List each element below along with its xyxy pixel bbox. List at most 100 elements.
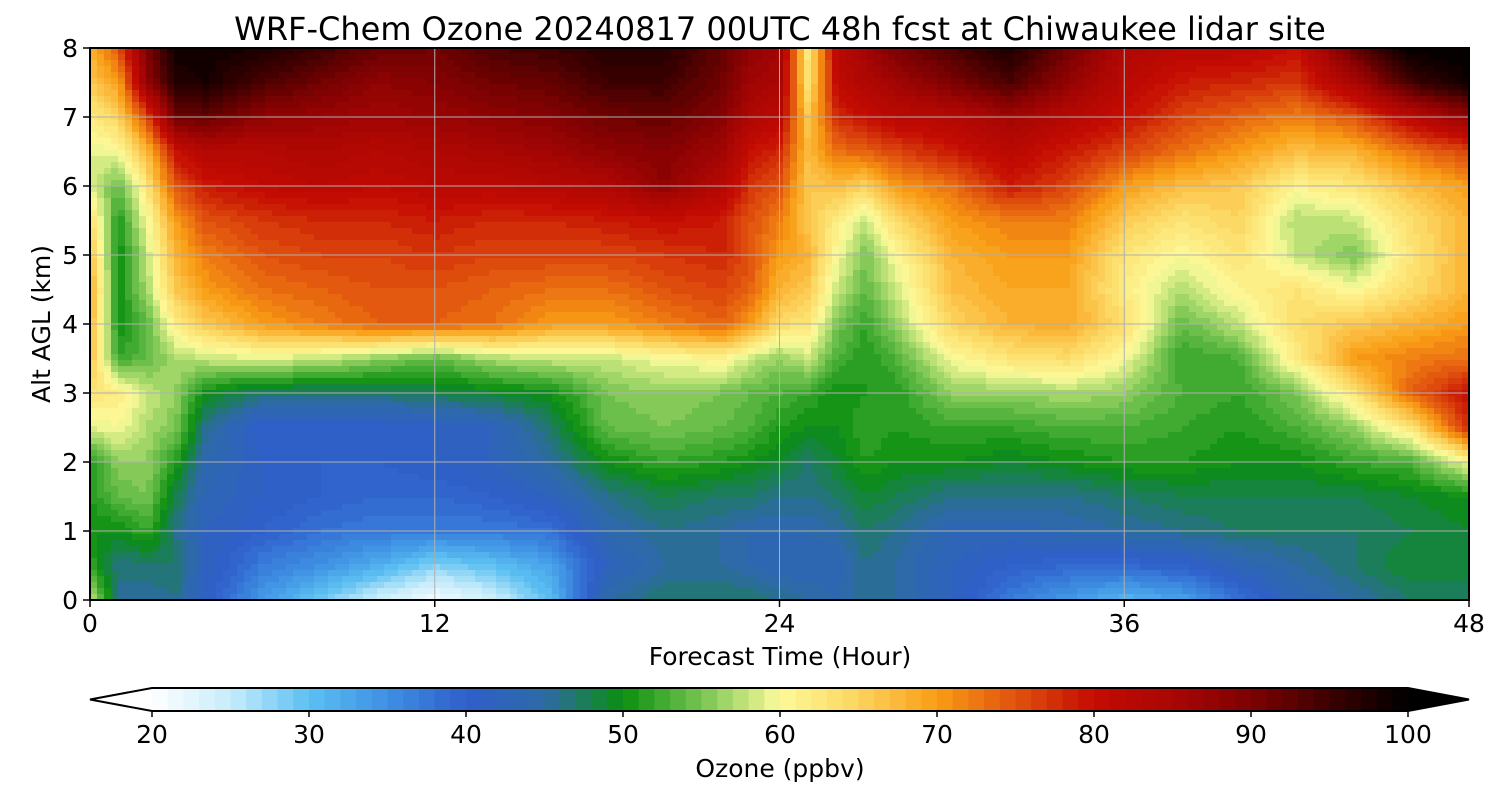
contour-cell <box>902 150 910 157</box>
contour-cell <box>769 48 777 55</box>
contour-cell <box>1231 90 1239 97</box>
contour-cell <box>1399 144 1407 151</box>
contour-cell <box>853 60 861 67</box>
contour-cell <box>1028 66 1036 73</box>
contour-cell <box>1441 186 1449 193</box>
contour-cell <box>230 84 238 91</box>
contour-cell <box>657 192 665 199</box>
contour-cell <box>181 66 189 73</box>
contour-cell <box>1301 156 1309 163</box>
contour-cell <box>538 156 546 163</box>
contour-cell <box>734 180 742 187</box>
contour-cell <box>118 132 126 139</box>
contour-cell <box>111 138 119 145</box>
contour-cell <box>552 174 560 181</box>
contour-cell <box>1378 156 1386 163</box>
contour-cell <box>1084 138 1092 145</box>
contour-cell <box>517 72 525 79</box>
contour-cell <box>531 72 539 79</box>
contour-cell <box>1119 108 1127 115</box>
contour-cell <box>664 90 672 97</box>
contour-cell <box>1252 72 1260 79</box>
contour-cell <box>951 66 959 73</box>
contour-cell <box>405 180 413 187</box>
contour-cell <box>608 72 616 79</box>
contour-cell <box>1028 186 1036 193</box>
contour-cell <box>1413 126 1421 133</box>
contour-cell <box>832 108 840 115</box>
contour-cell <box>230 168 238 175</box>
contour-cell <box>160 72 168 79</box>
contour-cell <box>1350 84 1358 91</box>
contour-cell <box>1266 102 1274 109</box>
contour-cell <box>209 162 217 169</box>
contour-cell <box>538 66 546 73</box>
contour-cell <box>216 90 224 97</box>
contour-cell <box>1098 54 1106 61</box>
contour-cell <box>1224 144 1232 151</box>
contour-cell <box>160 150 168 157</box>
contour-cell <box>1133 138 1141 145</box>
contour-cell <box>272 78 280 85</box>
contour-cell <box>377 120 385 127</box>
contour-cell <box>1014 96 1022 103</box>
contour-cell <box>657 126 665 133</box>
contour-cell <box>1329 138 1337 145</box>
contour-cell <box>643 156 651 163</box>
contour-cell <box>615 96 623 103</box>
contour-cell <box>258 126 266 133</box>
contour-cell <box>195 78 203 85</box>
contour-cell <box>1035 126 1043 133</box>
contour-cell <box>230 186 238 193</box>
contour-cell <box>1000 96 1008 103</box>
contour-cell <box>1462 162 1470 169</box>
contour-cell <box>153 84 161 91</box>
contour-cell <box>1357 162 1365 169</box>
contour-cell <box>97 84 105 91</box>
contour-cell <box>1063 108 1071 115</box>
contour-cell <box>265 96 273 103</box>
contour-cell <box>160 198 168 205</box>
contour-cell <box>489 60 497 67</box>
contour-cell <box>433 72 441 79</box>
contour-cell <box>1056 174 1064 181</box>
contour-cell <box>937 54 945 61</box>
contour-cell <box>755 186 763 193</box>
contour-cell <box>573 198 581 205</box>
contour-cell <box>1203 72 1211 79</box>
contour-cell <box>1175 168 1183 175</box>
contour-cell <box>468 90 476 97</box>
contour-cell <box>1056 180 1064 187</box>
contour-cell <box>1392 84 1400 91</box>
contour-cell <box>853 84 861 91</box>
contour-cell <box>433 174 441 181</box>
contour-cell <box>1329 186 1337 193</box>
contour-cell <box>307 192 315 199</box>
contour-cell <box>832 132 840 139</box>
contour-cell <box>447 174 455 181</box>
contour-cell <box>790 132 798 139</box>
contour-cell <box>1224 126 1232 133</box>
contour-cell <box>937 96 945 103</box>
contour-cell <box>1259 60 1267 67</box>
contour-cell <box>909 120 917 127</box>
contour-cell <box>307 150 315 157</box>
contour-cell <box>139 54 147 61</box>
contour-cell <box>1245 126 1253 133</box>
contour-cell <box>1105 66 1113 73</box>
contour-cell <box>517 96 525 103</box>
contour-cell <box>965 84 973 91</box>
contour-cell <box>1189 174 1197 181</box>
contour-cell <box>755 156 763 163</box>
contour-cell <box>209 150 217 157</box>
contour-cell <box>1455 84 1463 91</box>
contour-cell <box>1147 174 1155 181</box>
contour-cell <box>895 132 903 139</box>
contour-cell <box>951 90 959 97</box>
contour-cell <box>664 156 672 163</box>
contour-cell <box>1210 96 1218 103</box>
contour-cell <box>692 180 700 187</box>
contour-cell <box>1231 168 1239 175</box>
contour-cell <box>797 156 805 163</box>
contour-cell <box>1217 168 1225 175</box>
